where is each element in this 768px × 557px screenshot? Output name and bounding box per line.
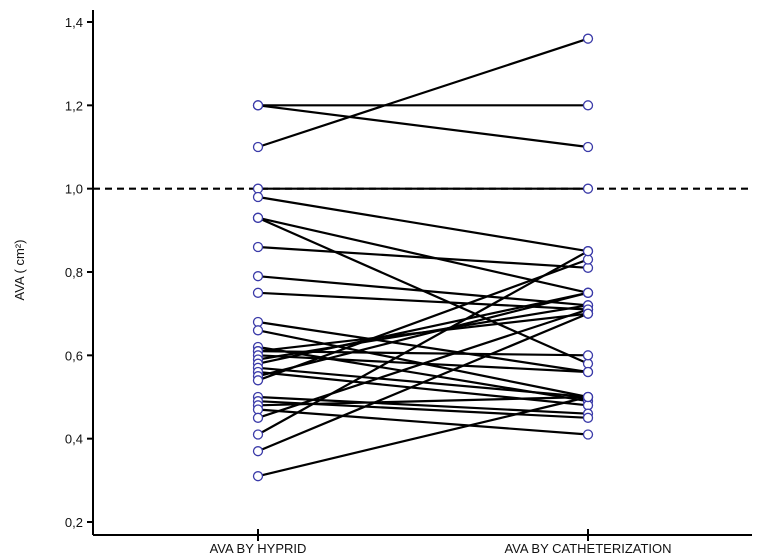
pair-line-29 [256,312,590,453]
y-tick-label-2: 0,4 [65,432,83,447]
data-point-26-hyprid [252,404,264,415]
data-point-27-hyprid [252,412,264,423]
data-point-21-catheterization [582,287,594,298]
pair-line-26 [256,408,590,436]
data-point-26-catheterization [582,429,594,440]
data-point-4-hyprid [252,183,264,194]
data-point-2-hyprid [252,100,264,111]
data-point-30-hyprid [252,471,264,482]
data-point-16-catheterization [582,366,594,378]
markers [252,33,594,482]
y-tick-label-3: 0,6 [65,348,83,363]
y-tick-label-4: 0,8 [65,265,83,280]
x-tick-label-1: AVA BY HYPRID [210,541,307,556]
data-point-22-hyprid [252,375,264,386]
data-point-9-hyprid [252,271,264,282]
pair-line-9 [256,275,590,307]
y-tick-label-6: 1,2 [65,98,83,113]
data-point-2-catheterization [582,141,594,153]
pair-line-2 [256,104,590,149]
pair-line-28 [256,250,590,436]
data-point-30-catheterization [582,391,594,403]
data-point-24-catheterization [582,412,594,423]
data-point-3-catheterization [582,33,594,44]
data-point-28-hyprid [252,429,264,440]
data-point-8-hyprid [252,241,264,253]
pair-line-27 [256,308,590,419]
data-point-20-catheterization [582,400,594,411]
y-tick-label-5: 1,0 [65,182,83,197]
data-point-28-catheterization [582,246,594,257]
pair-line-11 [256,320,590,374]
axes [87,10,752,541]
pair-line-17 [256,304,590,361]
data-point-3-hyprid [252,141,264,153]
y-tick-label-1: 0,2 [65,515,83,530]
data-point-5-hyprid [252,191,264,203]
data-point-29-catheterization [582,308,594,319]
pair-line-21 [256,291,590,378]
data-point-11-hyprid [252,316,264,328]
data-point-7-hyprid [252,212,264,223]
data-point-8-catheterization [582,262,594,273]
pair-line-18 [256,291,590,365]
data-point-29-hyprid [252,446,264,457]
pair-line-22 [256,258,590,382]
pair-lines [256,37,590,478]
y-axis-title: AVA ( cm²) [12,240,27,301]
data-point-12-hyprid [252,325,264,336]
pair-line-8 [256,245,590,269]
data-point-1-catheterization [582,100,594,111]
data-point-7-catheterization [582,358,594,369]
pair-line-5 [256,195,590,253]
y-tick-label-7: 1,4 [65,15,83,30]
data-point-14-catheterization [582,350,594,361]
x-tick-label-2: AVA BY CATHETERIZATION [504,541,671,556]
pair-line-20 [256,370,590,407]
data-point-10-hyprid [252,287,264,298]
tick-labels: 0,2 0,4 0,6 0,8 1,0 1,2 1,4 AVA BY HYPRID AVA BY… [65,15,672,556]
data-point-22-catheterization [582,254,594,265]
pair-line-3 [256,37,590,149]
data-point-4-catheterization [582,183,594,194]
pair-line-30 [256,395,590,478]
